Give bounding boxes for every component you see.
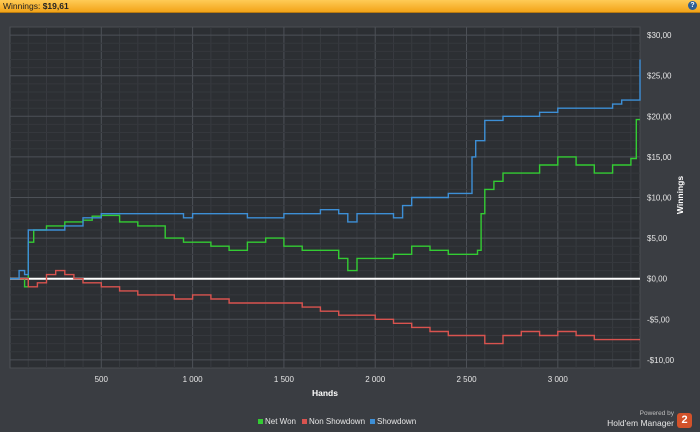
winnings-value: $19,61: [42, 1, 69, 11]
legend-label: Net Won: [265, 417, 296, 426]
y-tick-label: $25,00: [647, 72, 672, 81]
winnings-label: Winnings:: [3, 1, 41, 11]
y-tick-label: $30,00: [647, 31, 672, 40]
y-tick-label: -$5,00: [647, 315, 670, 324]
legend: Net Won Non Showdown Showdown: [258, 417, 416, 426]
title-bar: Winnings: $19,61 ?: [0, 0, 700, 13]
hm2-logo-icon: 2: [677, 413, 692, 428]
y-tick-labels: -$10,00 -$5,00 $0,00 $5,00 $10,00 $15,00 $20,0…: [647, 31, 675, 365]
legend-swatch: [258, 419, 263, 424]
y-tick-label: $5,00: [647, 234, 668, 243]
y-tick-label: $15,00: [647, 153, 672, 162]
help-icon[interactable]: ?: [688, 1, 697, 10]
legend-swatch: [302, 419, 307, 424]
series-line-showdown: [10, 59, 641, 280]
x-axis-title: Hands: [312, 388, 338, 398]
x-tick-label: 2 500: [457, 375, 478, 384]
series-line-non-showdown: [10, 269, 640, 345]
powered-by-text: Powered by: [639, 410, 674, 417]
y-tick-label: $0,00: [647, 275, 668, 284]
y-tick-label: $20,00: [647, 112, 672, 121]
y-tick-label: $10,00: [647, 194, 672, 203]
y-tick-label: -$10,00: [647, 356, 675, 365]
grid: [9, 27, 640, 368]
x-tick-label: 500: [95, 375, 109, 384]
x-tick-label: 3 000: [548, 375, 569, 384]
y-axis-title: Winnings: [675, 176, 685, 214]
product-name: Hold'em Manager: [607, 418, 674, 428]
x-tick-label: 2 000: [365, 375, 386, 384]
x-tick-label: 1 000: [183, 375, 204, 384]
x-tick-label: 1 500: [274, 375, 295, 384]
winnings-summary: Winnings: $19,61: [3, 0, 69, 12]
legend-label: Showdown: [377, 417, 416, 426]
legend-label: Non Showdown: [309, 417, 365, 426]
legend-swatch: [370, 419, 375, 424]
x-tick-labels: 500 1 000 1 500 2 000 2 500 3 000: [95, 375, 569, 384]
series-layer: [10, 59, 641, 345]
